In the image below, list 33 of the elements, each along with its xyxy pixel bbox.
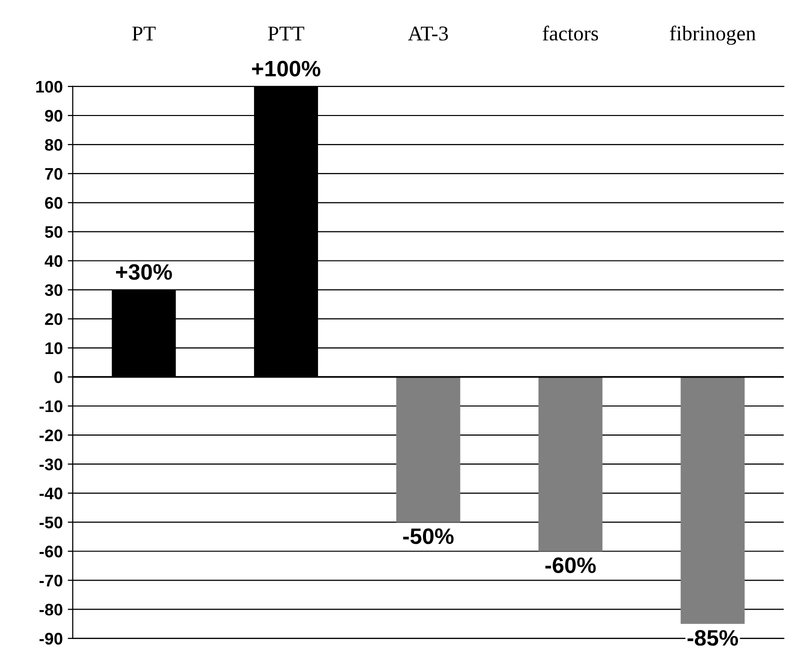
bar <box>680 376 745 624</box>
x-tick-label: AT-3 <box>408 26 448 41</box>
data-label: -50% <box>403 528 454 544</box>
y-tick-label: -40 <box>40 488 62 500</box>
y-tick-label: 80 <box>44 138 62 151</box>
bar <box>538 376 602 552</box>
y-tick-label: 50 <box>44 226 62 238</box>
y-tick-label: -60 <box>40 546 62 558</box>
data-label: -60% <box>545 557 596 574</box>
y-tick-label: 70 <box>45 168 62 180</box>
y-tick-label: 0 <box>54 371 62 384</box>
data-label: +30% <box>116 264 172 280</box>
y-tick-label: -50 <box>40 516 62 528</box>
y-tick-label: -10 <box>40 400 62 412</box>
x-tick-label: factors <box>542 26 598 41</box>
data-label: +100% <box>252 60 320 76</box>
y-tick-label: 100 <box>36 80 62 93</box>
y-tick-label: -90 <box>40 632 62 645</box>
x-tick-label: PTT <box>268 26 304 40</box>
x-tick-label: fibrinogen <box>670 26 756 45</box>
x-tick-label: PT <box>132 26 156 40</box>
y-tick-label: -30 <box>40 458 62 470</box>
y-tick-label: 10 <box>46 342 62 354</box>
y-tick-label: 40 <box>44 255 62 267</box>
y-tick-label: 60 <box>45 197 62 209</box>
y-tick-label: -20 <box>40 429 62 442</box>
bar <box>396 376 460 522</box>
y-tick-label: 20 <box>45 313 62 326</box>
y-tick-label: -70 <box>40 574 62 587</box>
y-tick-label: -80 <box>40 604 62 616</box>
y-tick-label: 30 <box>44 284 62 296</box>
data-label: -85% <box>688 630 738 646</box>
y-tick-label: 90 <box>45 110 62 122</box>
